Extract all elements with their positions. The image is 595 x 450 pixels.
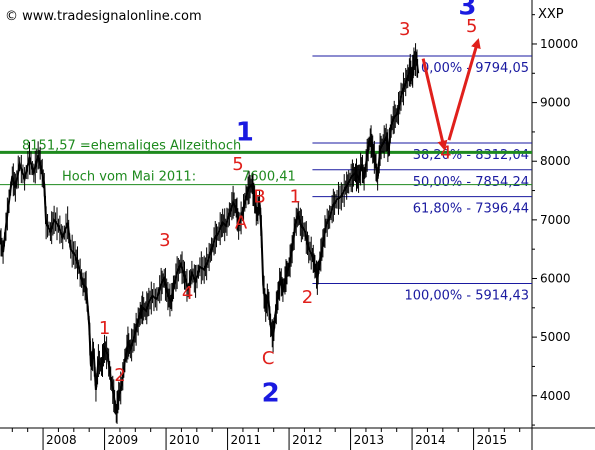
wave-label-red: 4 bbox=[440, 142, 451, 163]
y-tick-label: 9000 bbox=[540, 96, 571, 110]
wave-label-red: 3 bbox=[399, 19, 410, 40]
may-2011-high-label: Hoch vom Mai 2011: bbox=[62, 170, 196, 185]
wave-label-red: 4 bbox=[182, 283, 193, 304]
y-tick-label: 8000 bbox=[540, 154, 571, 168]
wave-label-red: C bbox=[262, 348, 275, 369]
symbol-label: XXP bbox=[538, 7, 564, 22]
projection-arrow-2 bbox=[447, 38, 481, 141]
fib-level-label: 61,80% - 7396,44 bbox=[413, 202, 529, 217]
wave-label-blue: 1 bbox=[236, 118, 254, 148]
fib-level-label: 0,00% - 9794,05 bbox=[421, 61, 529, 76]
x-tick-label: 2008 bbox=[46, 433, 77, 447]
copyright-label: © www.tradesignalonline.com bbox=[5, 9, 202, 24]
former-ath-label: 8151,57 =ehemaliges Allzeithoch bbox=[22, 138, 241, 153]
x-tick-label: 2009 bbox=[108, 433, 139, 447]
wave-label-red: 3 bbox=[159, 230, 170, 251]
y-tick-label: 4000 bbox=[540, 389, 571, 403]
x-tick-label: 2014 bbox=[415, 433, 446, 447]
x-tick-label: 2010 bbox=[169, 433, 200, 447]
y-tick-label: 10000 bbox=[540, 37, 578, 51]
x-tick-label: 2015 bbox=[477, 433, 508, 447]
wave-label-red: 5 bbox=[232, 154, 243, 175]
y-tick-label: 5000 bbox=[540, 330, 571, 344]
wave-label-red: 1 bbox=[289, 186, 300, 207]
wave-label-blue: 3 bbox=[458, 0, 476, 22]
x-tick-label: 2012 bbox=[292, 433, 323, 447]
may-2011-high-value: 7600,41 bbox=[242, 170, 296, 185]
wave-label-blue: 2 bbox=[262, 379, 280, 409]
x-tick-label: 2013 bbox=[354, 433, 385, 447]
fib-level-label: 100,00% - 5914,43 bbox=[404, 289, 529, 304]
wave-label-red: 5 bbox=[466, 16, 477, 37]
fib-level-label: 38,20% - 8312,04 bbox=[413, 148, 529, 163]
x-tick-label: 2011 bbox=[231, 433, 262, 447]
projection-arrow-1 bbox=[421, 58, 448, 151]
wave-label-red: A bbox=[235, 213, 248, 234]
y-tick-label: 6000 bbox=[540, 271, 571, 285]
y-tick-label: 7000 bbox=[540, 213, 571, 227]
fib-level-label: 50,00% - 7854,24 bbox=[413, 175, 529, 190]
wave-label-red: 2 bbox=[302, 287, 313, 308]
wave-label-red: 2 bbox=[114, 365, 125, 386]
wave-label-red: 1 bbox=[99, 318, 110, 339]
wave-label-red: B bbox=[253, 186, 265, 207]
